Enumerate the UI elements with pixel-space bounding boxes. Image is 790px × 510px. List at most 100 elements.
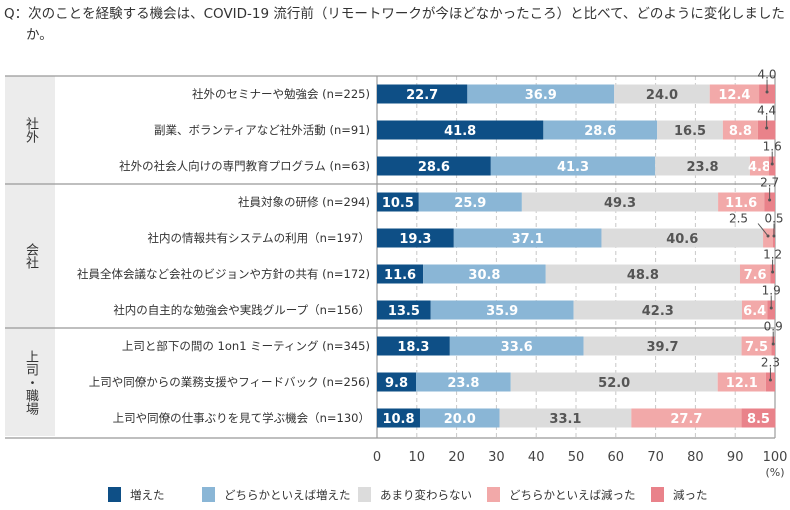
leader-line (757, 223, 769, 237)
group-label: 会社 (23, 243, 38, 269)
bar-segment (741, 300, 768, 320)
bar-segment (377, 228, 454, 248)
legend-swatch (651, 487, 664, 502)
bar-segment (759, 84, 775, 104)
data-label: 7.6 (744, 268, 767, 283)
row-label: 副業、ボランティアなど社外活動 (n=91) (154, 123, 370, 137)
leader-dot (768, 378, 772, 382)
x-tick-label: 70 (647, 450, 664, 465)
data-label: 18.3 (397, 340, 429, 355)
data-label: 8.5 (747, 412, 770, 427)
bar-segment (771, 336, 775, 356)
legend-swatch (108, 487, 121, 502)
legend-label: 減った (673, 488, 708, 502)
group-band (5, 76, 55, 184)
data-label: 10.8 (382, 412, 414, 427)
x-tick-label: 100 (763, 450, 788, 465)
data-label: 12.1 (726, 376, 758, 391)
bar-segment (490, 156, 656, 176)
data-label: 28.6 (584, 124, 616, 139)
data-label: 2.3 (761, 356, 780, 370)
data-label: 11.6 (725, 196, 757, 211)
data-label: 8.8 (729, 124, 752, 139)
bar-segment (773, 228, 775, 248)
bar-segment (377, 408, 420, 428)
data-label: 0.9 (764, 320, 783, 334)
x-tick-label: 80 (687, 450, 704, 465)
data-label: 41.8 (444, 124, 476, 139)
bar-segment (510, 372, 718, 392)
leader-dot (771, 342, 775, 346)
bar-segment (741, 336, 772, 356)
bar-segment (770, 264, 775, 284)
bar-segment (764, 192, 775, 212)
row-label: 社外の社会人向けの専門教育プログラム (n=63) (119, 159, 370, 173)
x-tick-label: 30 (488, 450, 505, 465)
leader-dot (765, 126, 769, 130)
data-label: 30.8 (468, 268, 500, 283)
data-label: 37.1 (512, 232, 544, 247)
leader-dot (768, 198, 772, 202)
bar-segment (739, 264, 771, 284)
x-tick-label: 90 (727, 450, 744, 465)
data-label: 9.8 (385, 376, 408, 391)
x-tick-label: 0 (373, 450, 381, 465)
bar-segment (573, 300, 742, 320)
group-label-box: 会社 (5, 184, 55, 328)
group-band (5, 328, 55, 436)
data-label: 49.3 (604, 196, 636, 211)
data-label: 1.9 (762, 284, 781, 298)
row-label: 上司や同僚の仕事ぶりを見て学ぶ機会（n=130） (113, 411, 370, 425)
group-label: 上司・職場 (23, 349, 38, 415)
bar-segment (765, 372, 775, 392)
row-label: 上司や同僚からの業務支援やフィードバック (n=256) (89, 375, 370, 389)
legend-label: あまり変わらない (380, 488, 472, 502)
data-label: 35.9 (486, 304, 518, 319)
leader-dot (772, 234, 776, 238)
bar-segment (377, 156, 491, 176)
bar-segment (749, 156, 770, 176)
data-label: 13.5 (388, 304, 420, 319)
bar-segment (418, 192, 522, 212)
data-label: 12.4 (718, 88, 750, 103)
bar-segment (545, 264, 740, 284)
bar-segment (467, 84, 615, 104)
bar-segment (453, 228, 602, 248)
x-tick-label: 60 (608, 450, 625, 465)
data-label: 25.9 (454, 196, 486, 211)
bar-segment (722, 120, 758, 140)
bar-segment (521, 192, 719, 212)
bar-segment (717, 372, 766, 392)
bar-segment (657, 120, 723, 140)
legend-label: どちらかといえば増えた (224, 488, 351, 502)
row-label: 社内の情報共有システムの利用（n=197） (147, 231, 370, 245)
data-label: 10.5 (382, 196, 414, 211)
bar-segment (763, 228, 774, 248)
bar-segment (423, 264, 546, 284)
data-label: 22.7 (406, 88, 438, 103)
x-tick-label: 50 (568, 450, 585, 465)
x-tick-label: 40 (528, 450, 545, 465)
data-label: 27.7 (670, 412, 702, 427)
data-label: 4.8 (748, 160, 771, 175)
bar-segment (655, 156, 750, 176)
data-label: 23.8 (687, 160, 719, 175)
bar-segment (769, 156, 776, 176)
bar-segment (767, 300, 775, 320)
data-label: 33.6 (501, 340, 533, 355)
data-label: 4.4 (757, 104, 776, 118)
x-unit-label: (%) (765, 466, 784, 479)
data-label: 33.1 (549, 412, 581, 427)
data-label: 1.6 (763, 140, 782, 154)
row-label: 社内の自主的な勉強会や実践グループ（n=156） (113, 303, 370, 317)
leader-dot (769, 306, 773, 310)
bar-segment (741, 408, 776, 428)
data-label: 52.0 (598, 376, 630, 391)
legend-swatch (358, 487, 371, 502)
data-label: 41.3 (557, 160, 589, 175)
bar-segment (449, 336, 584, 356)
data-label: 11.6 (384, 268, 416, 283)
leader-dot (765, 90, 769, 94)
row-label: 社外のセミナーや勉強会 (n=225) (192, 87, 370, 101)
